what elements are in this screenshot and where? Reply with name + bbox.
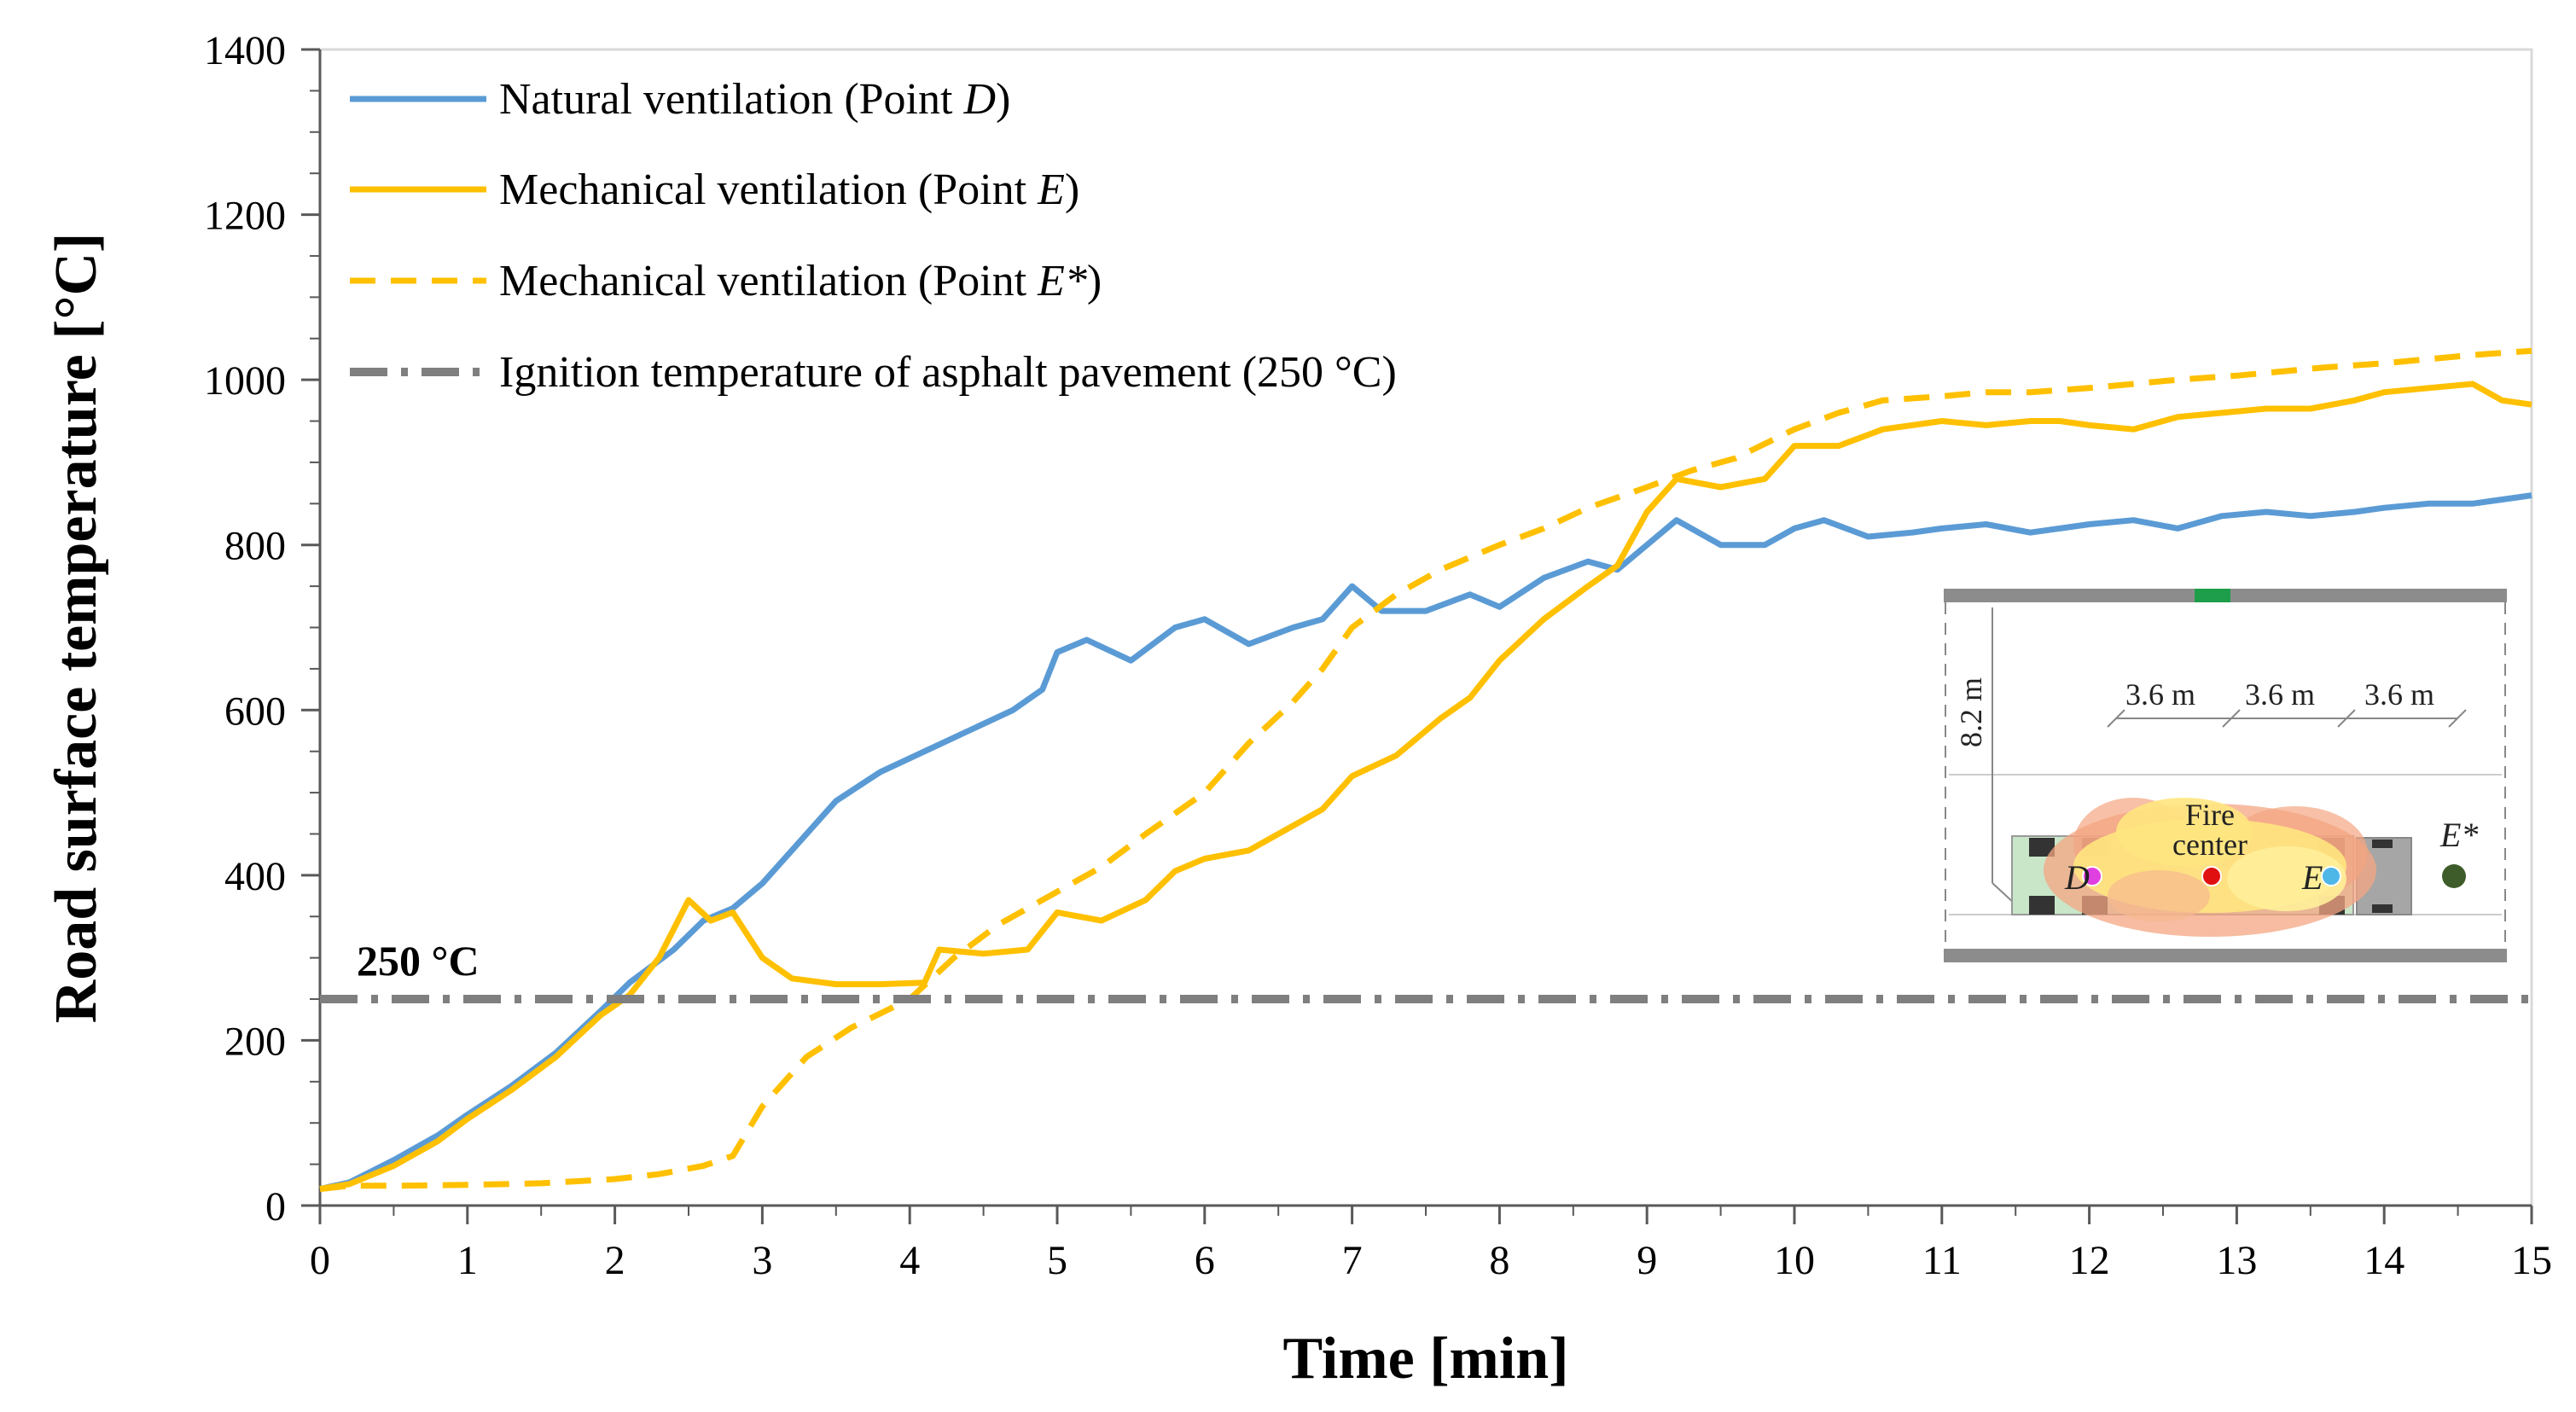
y-tick-label: 1000 — [204, 358, 286, 404]
inset-point-e-marker — [2321, 866, 2341, 886]
inset-wheel-7 — [2372, 840, 2393, 848]
inset-point-d-label: D — [2064, 858, 2090, 897]
inset-wheel-8 — [2372, 904, 2393, 913]
threshold-label: 250 °C — [357, 937, 480, 985]
series-line-mechanical — [319, 381, 2532, 1193]
x-axis-title: Time [min] — [1282, 1326, 1568, 1392]
x-tick-label: 11 — [1922, 1238, 1962, 1283]
inset-spacing-label-1: 3.6 m — [2125, 677, 2195, 712]
x-tick-label: 5 — [1047, 1238, 1067, 1283]
axes: 0 1 2 3 4 5 6 7 8 9 10 11 12 13 14 15020040060080010001… — [204, 28, 2552, 1283]
inset-spacing-tick-4 — [2448, 709, 2467, 728]
x-tick-label: 4 — [899, 1238, 920, 1283]
x-tick-label: 14 — [2364, 1238, 2404, 1283]
x-tick-label: 6 — [1195, 1238, 1215, 1283]
y-tick-label: 0 — [265, 1184, 286, 1229]
x-tick-label: 0 — [310, 1238, 330, 1283]
legend-label-mechanical: Mechanical ventilation (Point E) — [499, 166, 1079, 214]
inset-spacing-tick-3 — [2337, 709, 2356, 728]
y-tick-label: 400 — [224, 854, 286, 899]
x-tick-label: 7 — [1342, 1238, 1363, 1283]
legend: Natural ventilation (Point D) Mechanical… — [350, 75, 1397, 397]
x-tick-label: 2 — [605, 1238, 625, 1283]
inset-wheel-2 — [2029, 896, 2055, 915]
legend-label-ignition: Ignition temperature of asphalt pavement… — [499, 348, 1397, 397]
inset-point-e-label: E — [2301, 858, 2323, 897]
inset-fire-center-marker — [2201, 866, 2222, 886]
inset-schematic: 8.2 m 3.6 m 3.6 m 3.6 m Fire center — [1937, 580, 2509, 973]
y-tick-label: 600 — [224, 689, 286, 734]
inset-wheel-1 — [2029, 838, 2055, 857]
y-tick-label: 1400 — [204, 28, 286, 73]
x-tick-label: 8 — [1489, 1238, 1509, 1283]
inset-point-d-marker — [2082, 866, 2102, 886]
series-line-natural — [319, 492, 2532, 1193]
y-tick-label: 200 — [224, 1019, 286, 1064]
inset-point-estar-marker — [2442, 864, 2466, 888]
inset-point-estar-label: E* — [2439, 816, 2478, 854]
y-axis-title: Road surface temperature [°C] — [44, 233, 109, 1024]
x-tick-label: 1 — [457, 1238, 478, 1283]
inset-fire-label-1: Fire — [2185, 798, 2235, 832]
x-tick-label: 12 — [2069, 1238, 2110, 1283]
inset-spacing-tick-1 — [2107, 709, 2125, 728]
inset-road — [1944, 949, 2507, 962]
x-tick-label: 9 — [1637, 1238, 1657, 1283]
inset-vent — [2195, 589, 2230, 602]
x-tick-label: 10 — [1774, 1238, 1815, 1283]
series-layer — [319, 347, 2532, 1193]
x-tick-label: 13 — [2216, 1238, 2257, 1283]
x-tick-label: 15 — [2511, 1238, 2552, 1283]
x-tick-label: 3 — [752, 1238, 772, 1283]
y-tick-label: 1200 — [204, 194, 286, 239]
inset-fire-label-2: center — [2172, 828, 2247, 862]
y-tick-label: 800 — [224, 524, 286, 569]
inset-spacing-tick-2 — [2222, 709, 2241, 728]
legend-label-natural: Natural ventilation (Point D) — [499, 75, 1010, 124]
inset-height-label: 8.2 m — [1954, 677, 1988, 747]
inset-spacing-label-3: 3.6 m — [2364, 677, 2434, 712]
legend-label-mechanical-star: Mechanical ventilation (Point E*) — [499, 257, 1102, 305]
inset-spacing-label-2: 3.6 m — [2245, 677, 2315, 712]
